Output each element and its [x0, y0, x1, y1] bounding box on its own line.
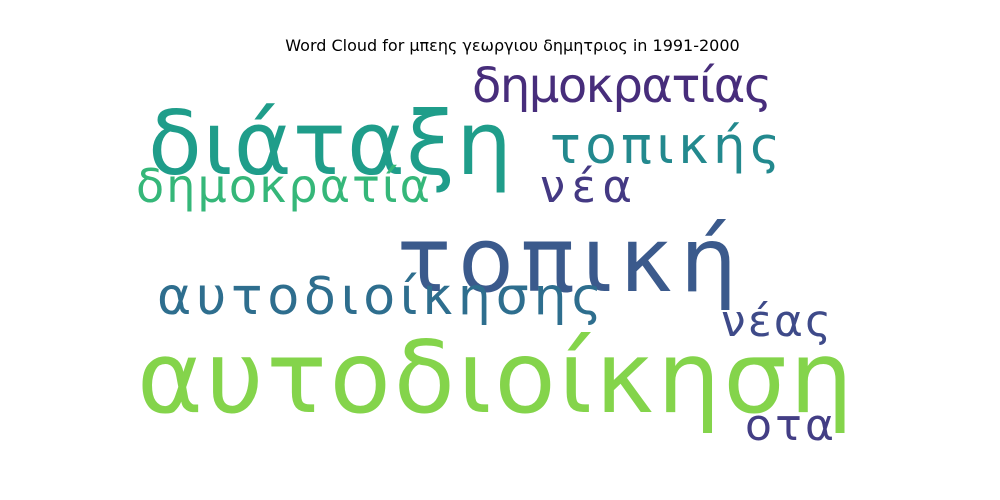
cloud-word: τοπική: [397, 208, 745, 313]
cloud-word: διάταξη: [148, 92, 520, 195]
cloud-word: νέας: [721, 296, 833, 347]
chart-title: Word Cloud for μπεης γεωργιου δημητριος …: [285, 36, 740, 55]
cloud-word: αυτοδιοίκησης: [157, 267, 605, 327]
cloud-word: νέα: [540, 160, 634, 213]
cloud-word: δημοκρατίας: [472, 58, 775, 114]
cloud-word: αυτοδιοίκηση: [137, 319, 862, 436]
cloud-word: τοπικής: [550, 117, 783, 176]
cloud-word: δημοκρατία: [136, 159, 433, 213]
cloud-word: οτα: [745, 400, 836, 451]
